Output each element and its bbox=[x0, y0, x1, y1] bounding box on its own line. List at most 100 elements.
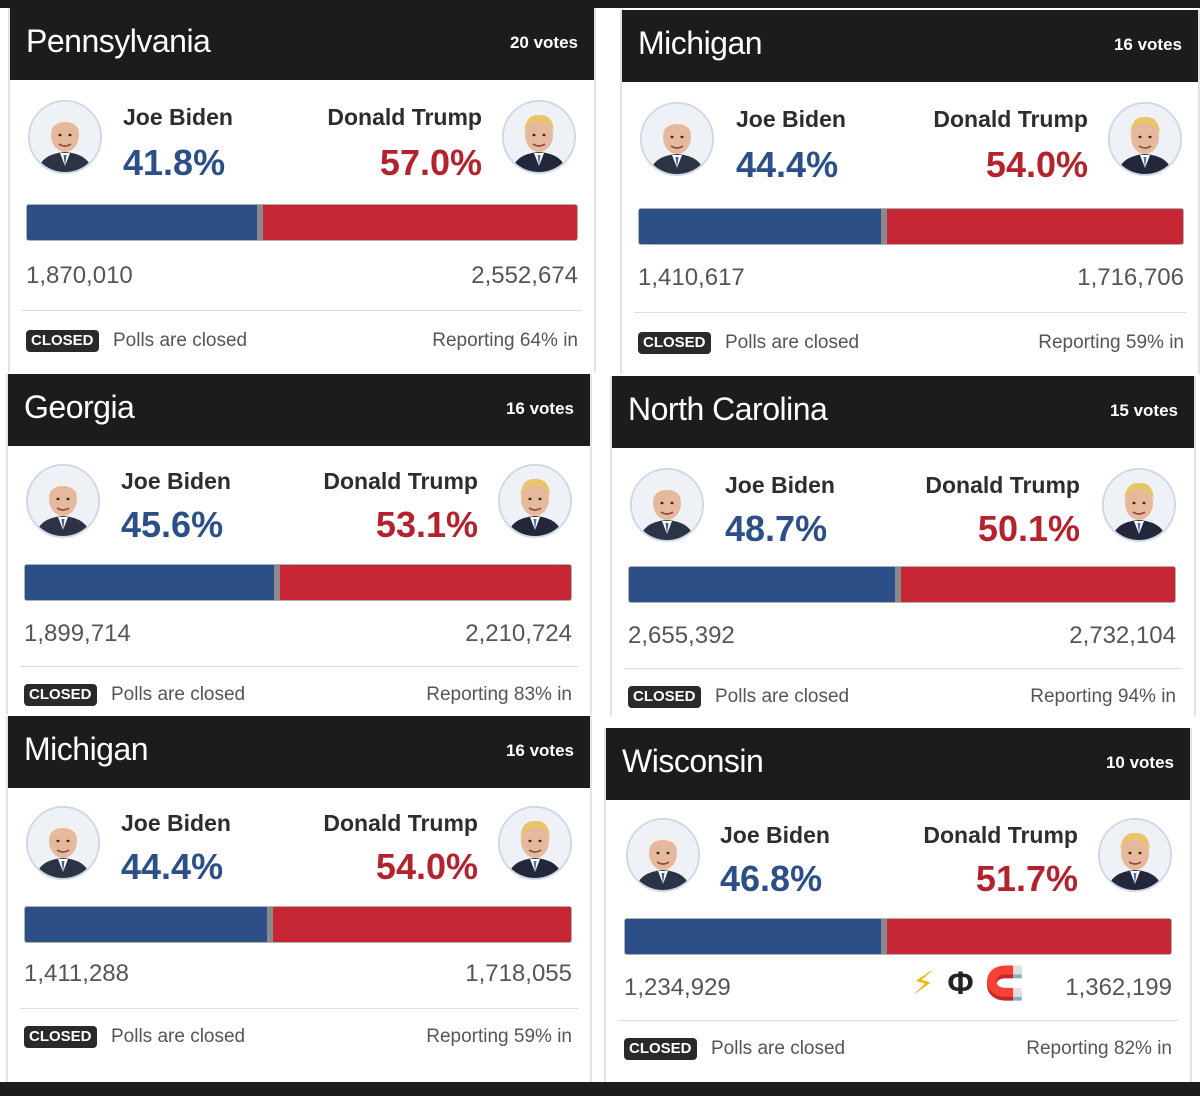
divider bbox=[624, 668, 1182, 669]
biden-vote-count: 1,410,617 bbox=[638, 264, 745, 291]
polls-status: Polls are closed bbox=[111, 1026, 246, 1047]
state-card-wisconsin: Wisconsin 10 votes Joe Biden 46.8% Donal… bbox=[604, 728, 1192, 1082]
state-name: Pennsylvania bbox=[26, 23, 211, 59]
biden-avatar-icon bbox=[640, 102, 714, 176]
electoral-votes: 20 votes bbox=[509, 33, 578, 52]
biden-bar-fill bbox=[639, 209, 881, 244]
trump-percent: 51.7% bbox=[975, 858, 1078, 899]
closed-badge: CLOSED bbox=[628, 686, 701, 708]
trump-vote-count: 2,210,724 bbox=[465, 620, 572, 647]
trump-bar-fill bbox=[263, 205, 577, 240]
vote-share-bar bbox=[624, 918, 1172, 955]
polls-status: Polls are closed bbox=[711, 1038, 846, 1059]
trump-bar-fill bbox=[901, 567, 1175, 602]
trump-vote-count: 1,716,706 bbox=[1077, 264, 1184, 291]
state-name: Michigan bbox=[638, 25, 763, 61]
reporting-status: Reporting 94% in bbox=[1030, 686, 1176, 707]
trump-percent: 50.1% bbox=[977, 508, 1080, 549]
polls-status: Polls are closed bbox=[715, 686, 850, 707]
electoral-votes: 15 votes bbox=[1109, 401, 1178, 420]
trump-name: Donald Trump bbox=[327, 104, 482, 130]
divider bbox=[618, 1020, 1178, 1021]
bottom-edge bbox=[0, 1082, 1200, 1096]
biden-vote-count: 1,899,714 bbox=[24, 620, 131, 647]
trump-bar-fill bbox=[887, 919, 1171, 954]
biden-bar-fill bbox=[25, 565, 274, 600]
biden-percent: 44.4% bbox=[736, 144, 839, 185]
state-card-michigan: Michigan 16 votes Joe Biden 44.4% Donald… bbox=[620, 10, 1200, 374]
biden-name: Joe Biden bbox=[121, 810, 231, 836]
biden-vote-count: 1,234,929 bbox=[624, 974, 731, 1001]
bar-separator bbox=[267, 907, 273, 942]
trump-bar-fill bbox=[887, 209, 1183, 244]
polls-status: Polls are closed bbox=[111, 684, 246, 705]
reporting-status: Reporting 83% in bbox=[426, 684, 572, 705]
trump-bar-fill bbox=[273, 907, 571, 942]
biden-percent: 41.8% bbox=[123, 142, 226, 183]
biden-percent: 45.6% bbox=[121, 504, 224, 545]
top-edge bbox=[0, 0, 1200, 8]
divider bbox=[22, 310, 582, 311]
card-header: Pennsylvania 20 votes bbox=[10, 8, 594, 80]
divider bbox=[634, 312, 1186, 313]
electoral-votes: 16 votes bbox=[1113, 35, 1182, 54]
trump-percent: 54.0% bbox=[375, 846, 478, 887]
biden-name: Joe Biden bbox=[720, 822, 830, 848]
magnet-icon: 🧲 bbox=[984, 965, 1025, 1001]
vote-share-bar bbox=[628, 566, 1176, 603]
trump-avatar-icon bbox=[498, 806, 572, 880]
biden-percent: 44.4% bbox=[121, 846, 224, 887]
biden-avatar-icon bbox=[630, 468, 704, 542]
trump-name: Donald Trump bbox=[323, 468, 478, 494]
vote-share-bar bbox=[24, 564, 572, 601]
biden-name: Joe Biden bbox=[121, 468, 231, 494]
biden-bar-fill bbox=[629, 567, 895, 602]
reporting-status: Reporting 59% in bbox=[426, 1026, 572, 1047]
bar-separator bbox=[274, 565, 280, 600]
phi-symbol-icon: Φ bbox=[947, 965, 974, 1001]
biden-vote-count: 1,411,288 bbox=[24, 960, 129, 987]
state-card-pennsylvania: Pennsylvania 20 votes Joe Biden 41.8% Do… bbox=[8, 8, 596, 372]
trump-avatar-icon bbox=[498, 464, 572, 538]
biden-avatar-icon bbox=[26, 464, 100, 538]
trump-avatar-icon bbox=[1098, 818, 1172, 892]
vote-share-bar bbox=[638, 208, 1184, 245]
trump-name: Donald Trump bbox=[323, 810, 478, 836]
trump-vote-count: 2,552,674 bbox=[471, 262, 578, 289]
biden-bar-fill bbox=[625, 919, 881, 954]
trump-percent: 54.0% bbox=[985, 144, 1088, 185]
trump-vote-count: 1,718,055 bbox=[465, 960, 572, 987]
trump-bar-fill bbox=[280, 565, 571, 600]
polls-status: Polls are closed bbox=[113, 330, 248, 351]
vote-share-bar bbox=[24, 906, 572, 943]
reporting-status: Reporting 59% in bbox=[1038, 332, 1184, 353]
trump-vote-count: 2,732,104 bbox=[1069, 622, 1176, 649]
card-header: Michigan 16 votes bbox=[622, 10, 1198, 82]
biden-bar-fill bbox=[27, 205, 257, 240]
biden-name: Joe Biden bbox=[725, 472, 835, 498]
reporting-status: Reporting 82% in bbox=[1026, 1038, 1172, 1059]
closed-badge: CLOSED bbox=[24, 684, 97, 706]
closed-badge: CLOSED bbox=[24, 1026, 97, 1048]
electoral-votes: 10 votes bbox=[1105, 753, 1174, 772]
state-card-georgia: Georgia 16 votes Joe Biden 45.6% Donald … bbox=[6, 374, 592, 714]
state-name: North Carolina bbox=[628, 391, 828, 427]
trump-name: Donald Trump bbox=[925, 472, 1080, 498]
biden-bar-fill bbox=[25, 907, 267, 942]
emoji-icons: ⚡ Φ 🧲 bbox=[912, 964, 1024, 1002]
trump-name: Donald Trump bbox=[933, 106, 1088, 132]
state-name: Wisconsin bbox=[622, 743, 764, 779]
divider bbox=[20, 666, 578, 667]
divider bbox=[20, 1008, 578, 1009]
biden-avatar-icon bbox=[28, 100, 102, 174]
vote-share-bar bbox=[26, 204, 578, 241]
closed-badge: CLOSED bbox=[638, 332, 711, 354]
state-card-michigan-2: Michigan 16 votes Joe Biden 44.4% Donald… bbox=[6, 716, 592, 1082]
biden-avatar-icon bbox=[626, 818, 700, 892]
bar-separator bbox=[881, 209, 887, 244]
bar-separator bbox=[881, 919, 887, 954]
state-name: Georgia bbox=[24, 389, 135, 425]
electoral-votes: 16 votes bbox=[505, 741, 574, 760]
trump-percent: 53.1% bbox=[375, 504, 478, 545]
polls-status: Polls are closed bbox=[725, 332, 860, 353]
